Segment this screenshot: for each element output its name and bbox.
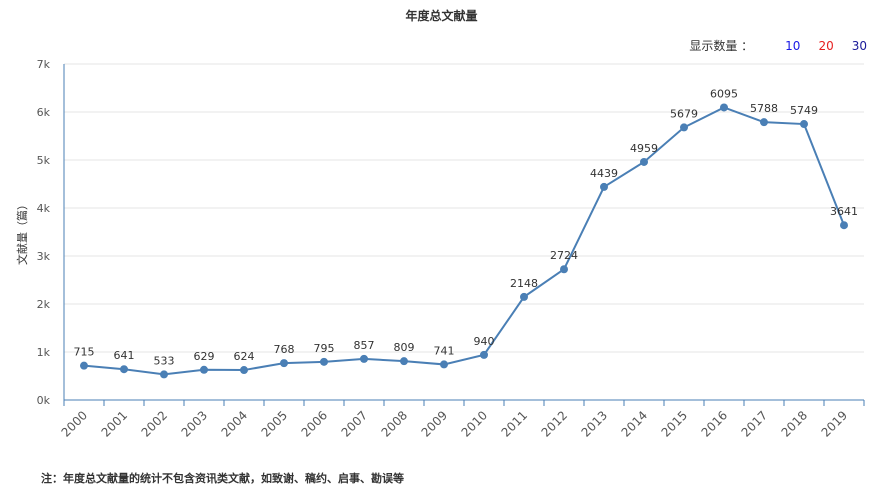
data-point (640, 157, 648, 166)
y-tick-label: 5k (37, 154, 51, 167)
x-tick-label: 2006 (299, 408, 330, 439)
data-point (440, 360, 448, 369)
y-tick-label: 7k (37, 58, 51, 71)
data-point (120, 365, 128, 374)
data-label: 624 (234, 350, 255, 363)
data-label: 4439 (590, 167, 618, 180)
data-label: 3641 (830, 205, 858, 218)
y-tick-label: 6k (37, 106, 51, 119)
data-label: 795 (314, 342, 335, 355)
data-label: 2724 (550, 249, 578, 262)
x-tick-label: 2008 (379, 408, 410, 439)
x-tick-label: 2004 (219, 408, 250, 439)
data-point (840, 221, 848, 230)
footnote: 注：年度总文献量的统计不包含资讯类文献，如致谢、稿约、启事、勘误等 (41, 472, 404, 485)
y-tick-label: 1k (37, 346, 51, 359)
data-point (600, 182, 608, 191)
y-tick-label: 3k (37, 250, 51, 263)
chart-title: 年度总文献量 (405, 9, 478, 23)
data-point (240, 366, 248, 375)
data-label: 940 (474, 335, 495, 348)
data-point (680, 123, 688, 132)
data-label: 6095 (710, 87, 738, 100)
x-tick-label: 2013 (579, 408, 610, 439)
data-point (800, 120, 808, 129)
data-point (320, 357, 328, 366)
data-label: 5749 (790, 104, 818, 117)
data-point (280, 359, 288, 368)
data-label: 4959 (630, 142, 658, 155)
x-tick-label: 2009 (419, 408, 450, 439)
x-tick-label: 2019 (819, 408, 850, 439)
count-option-10[interactable]: 10 (785, 38, 801, 53)
y-tick-label: 4k (37, 202, 51, 215)
x-tick-label: 2003 (179, 408, 210, 439)
x-tick-label: 2015 (659, 408, 690, 439)
data-point (760, 118, 768, 127)
series-line (83, 106, 845, 376)
x-tick-label: 2017 (739, 408, 770, 439)
data-label: 629 (194, 350, 215, 363)
x-tick-label: 2016 (699, 408, 730, 439)
data-point (720, 103, 728, 112)
data-label: 533 (154, 354, 175, 367)
data-label: 857 (354, 339, 375, 352)
data-label: 641 (114, 349, 135, 362)
data-point (520, 292, 528, 301)
data-label: 2148 (510, 277, 538, 290)
x-tick-label: 2018 (779, 408, 810, 439)
data-label: 715 (74, 346, 95, 359)
data-label: 809 (394, 341, 415, 354)
x-tick-label: 2001 (99, 408, 130, 439)
count-option-30[interactable]: 30 (851, 38, 867, 53)
x-tick-label: 2007 (339, 408, 370, 439)
x-tick-label: 2012 (539, 408, 570, 439)
data-point (400, 357, 408, 366)
y-axis-title: 文献量（篇） (15, 199, 29, 265)
count-option-20[interactable]: 20 (818, 38, 834, 53)
display-count-switch: 显示数量 ： 10 20 30 (689, 37, 867, 54)
x-tick-label: 2010 (459, 408, 490, 439)
y-tick-label: 2k (37, 298, 51, 311)
data-point (80, 361, 88, 370)
data-point (560, 265, 568, 274)
data-point (360, 354, 368, 363)
data-point (200, 365, 208, 374)
data-label: 5679 (670, 107, 698, 120)
data-label: 741 (434, 344, 455, 357)
data-point (480, 350, 488, 359)
x-tick-label: 2002 (139, 408, 170, 439)
display-count-label: 显示数量 ： (689, 39, 754, 53)
data-label: 5788 (750, 102, 778, 115)
x-tick-label: 2014 (619, 408, 650, 439)
x-tick-label: 2011 (499, 408, 530, 439)
y-tick-label: 0k (37, 394, 51, 407)
data-point (160, 370, 168, 379)
x-tick-label: 2000 (59, 408, 90, 439)
data-label: 768 (274, 343, 295, 356)
x-tick-label: 2005 (259, 408, 290, 439)
